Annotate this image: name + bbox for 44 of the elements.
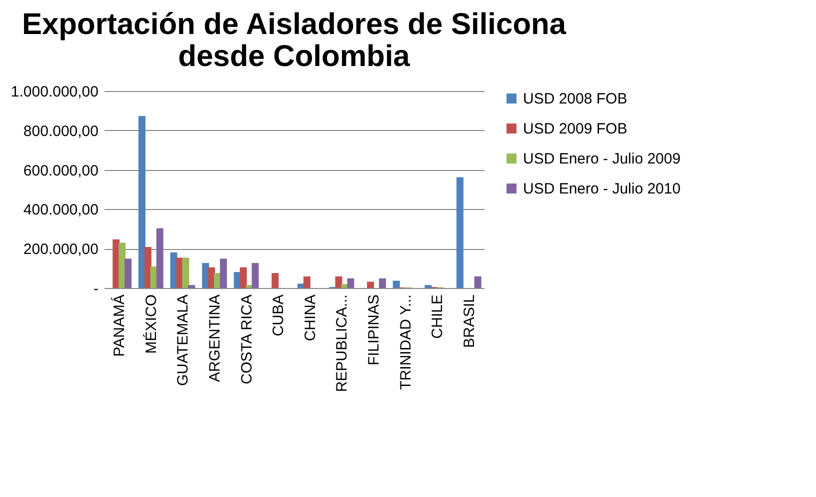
legend-label: USD Enero - Julio 2010 — [523, 180, 681, 198]
x-tick-label: CHINA — [302, 294, 319, 342]
x-tick-label: TRINIDAD Y... — [397, 294, 414, 390]
y-tick-label: 400.000,00 — [23, 202, 98, 219]
bar — [335, 276, 342, 288]
y-tick-label: 800.000,00 — [23, 122, 98, 140]
bar — [303, 276, 310, 288]
bar — [272, 273, 279, 288]
bar — [182, 258, 190, 288]
x-tick-label: FILIPINAS — [366, 294, 382, 366]
text: desde Colombia — [178, 40, 410, 73]
text: Exportación de Aisladores de Silicona — [22, 8, 566, 41]
legend-label: USD 2009 FOB — [523, 120, 628, 138]
bar — [156, 228, 164, 288]
x-tick-label: ARGENTINA — [206, 294, 224, 382]
x-tick-label: REPUBLICA... — [334, 294, 351, 392]
bar — [367, 282, 374, 288]
x-tick-label: COSTA RICA — [238, 294, 256, 384]
bar — [392, 280, 400, 288]
y-tick-label: 1.000.000,00 — [10, 84, 98, 100]
bar — [378, 278, 386, 288]
bar — [144, 247, 152, 288]
bar — [240, 267, 247, 288]
x-tick-label: GUATEMALA — [174, 294, 192, 386]
legend-label: USD Enero - Julio 2009 — [523, 150, 681, 168]
legend-label: USD 2008 FOB — [523, 90, 628, 108]
bar — [188, 285, 196, 288]
x-tick-label: MÉXICO — [142, 294, 160, 354]
y-tick-label: 200.000,00 — [23, 241, 98, 258]
x-tick-label: CUBA — [270, 294, 288, 336]
bar — [347, 278, 354, 288]
y-tick-label: 600.000,00 — [23, 162, 98, 180]
x-tick-label: CHILE — [429, 294, 446, 339]
bar — [474, 276, 482, 288]
bar — [220, 258, 227, 288]
y-tick-label: - — [94, 280, 98, 298]
bar — [124, 258, 132, 288]
bar — [424, 285, 432, 288]
x-tick-label: PANAMÁ — [110, 294, 128, 357]
bar — [456, 177, 464, 288]
bar — [252, 262, 259, 288]
x-tick-label: BRASIL — [460, 294, 478, 348]
bar — [138, 116, 146, 288]
bar — [118, 242, 126, 288]
